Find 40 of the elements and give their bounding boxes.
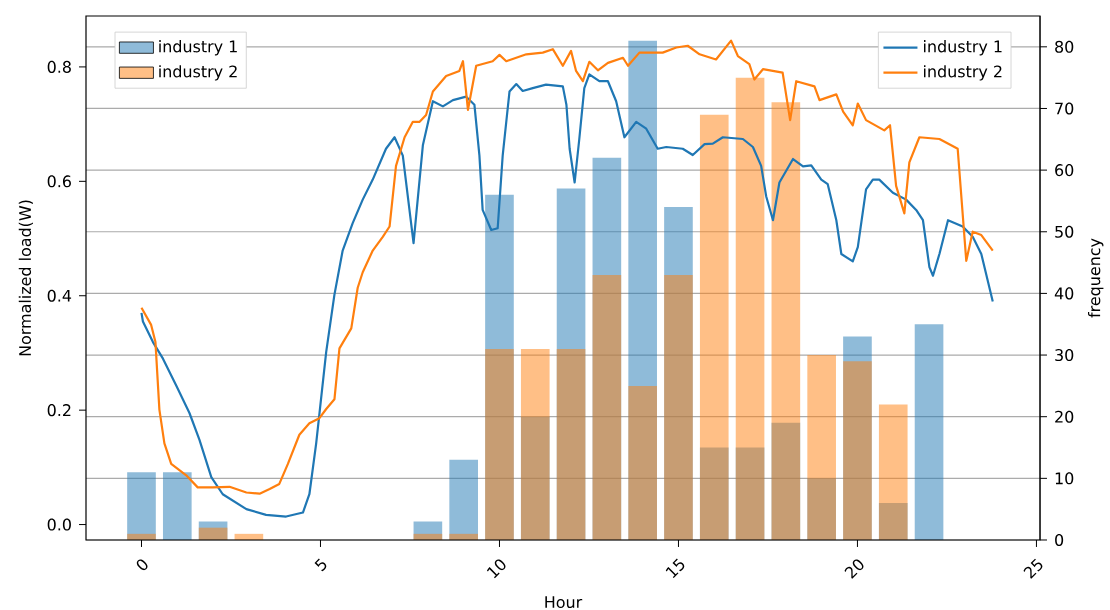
x-tick-label: 5 [314,558,327,572]
bar [592,274,622,540]
x-tick-label: 0 [136,559,148,571]
y-tick-label: 0.8 [47,60,71,73]
y-axis-title: Normalized load(W) [18,200,33,356]
x-tick-label: 20 [844,559,864,579]
bar [664,274,693,540]
y2-tick-label: 80 [1055,40,1074,53]
bar [162,472,192,540]
bar [628,385,657,540]
y2-tick-label: 0 [1055,533,1064,547]
x-tick-label: 15 [665,558,685,579]
bar [485,348,514,540]
y-tick-label: 0.0 [47,518,71,531]
y-tick-label: 0.6 [47,175,71,188]
y-tick-label: 0.2 [47,404,71,417]
y2-axis-title: frequency [1088,238,1104,318]
y2-tick-label: 40 [1054,287,1074,300]
bar [735,77,765,540]
legend-label: industry 2 [159,65,237,81]
bar [914,324,944,540]
x-axis-title: Hour [545,596,583,609]
x-tick-label: 25 [1023,558,1043,579]
x-tick-label: 10 [486,559,506,579]
bar [771,102,801,540]
bar [699,114,729,540]
legend-label: industry 1 [159,40,237,56]
bar [556,348,586,540]
y2-tick-label: 10 [1055,472,1074,485]
bar [520,348,550,540]
y2-tick-label: 20 [1055,410,1074,423]
bar [878,404,908,540]
y2-tick-label: 60 [1055,164,1074,177]
y2-tick-label: 30 [1055,349,1074,362]
legend-label: industry 1 [924,40,1002,56]
y-tick-label: 0.4 [47,289,72,302]
y2-tick-label: 50 [1055,225,1074,238]
y2-tick-label: 70 [1055,102,1074,115]
legend-label: industry 2 [924,65,1002,81]
bar [807,355,836,540]
